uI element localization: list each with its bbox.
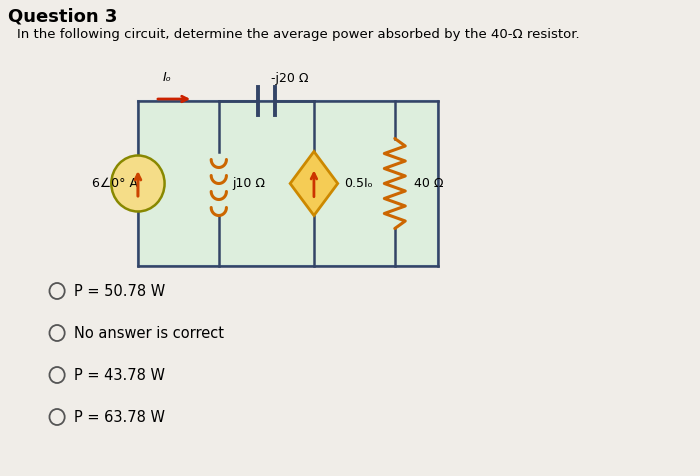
Text: Question 3: Question 3: [8, 8, 117, 26]
Polygon shape: [290, 151, 337, 216]
Text: -j20 Ω: -j20 Ω: [271, 72, 309, 85]
Text: j10 Ω: j10 Ω: [232, 177, 265, 190]
Text: Iₒ: Iₒ: [162, 71, 172, 84]
Text: 40 Ω: 40 Ω: [414, 177, 443, 190]
Text: P = 50.78 W: P = 50.78 W: [74, 284, 165, 298]
Text: P = 63.78 W: P = 63.78 W: [74, 409, 165, 425]
Text: P = 43.78 W: P = 43.78 W: [74, 367, 165, 383]
Text: In the following circuit, determine the average power absorbed by the 40-Ω resis: In the following circuit, determine the …: [17, 28, 580, 41]
Text: No answer is correct: No answer is correct: [74, 326, 224, 340]
Circle shape: [111, 156, 164, 211]
Text: 0.5Iₒ: 0.5Iₒ: [344, 177, 373, 190]
FancyBboxPatch shape: [138, 101, 438, 266]
Text: 6∠0° A: 6∠0° A: [92, 177, 139, 190]
